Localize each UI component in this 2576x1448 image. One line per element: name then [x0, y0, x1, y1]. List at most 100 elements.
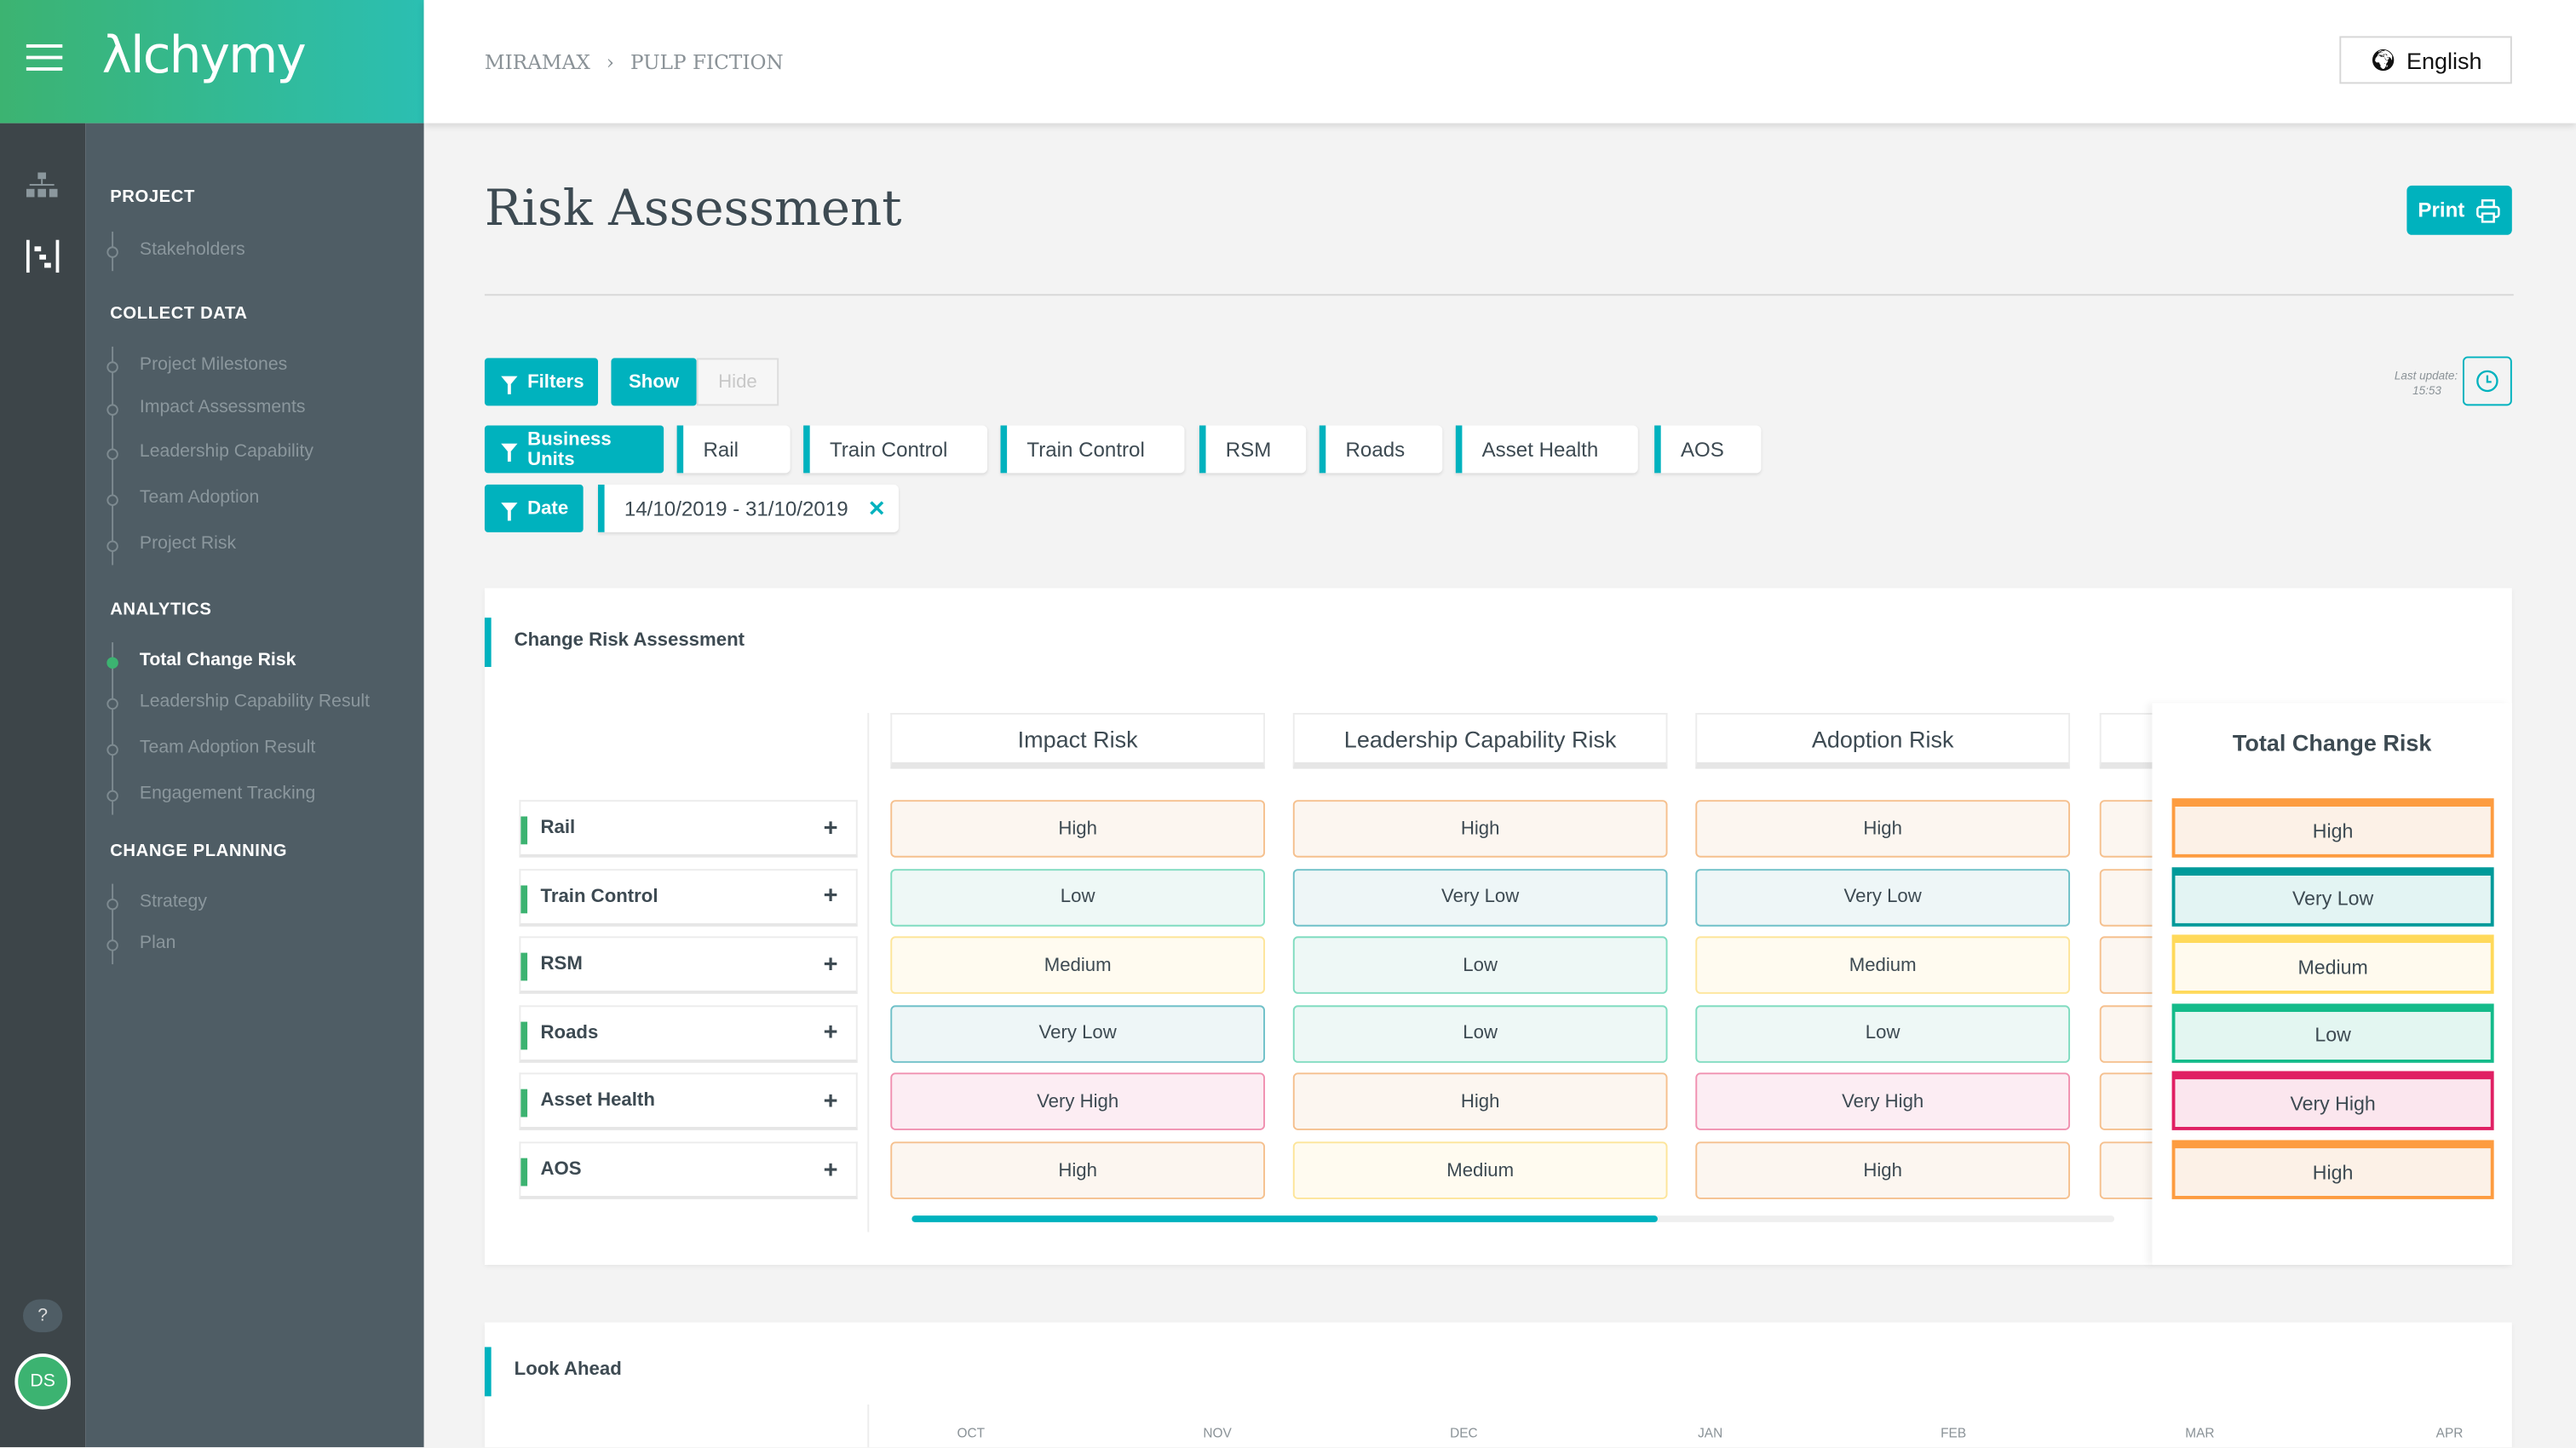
month-label: FEB: [1941, 1426, 1967, 1441]
user-avatar[interactable]: DS: [14, 1353, 71, 1410]
expand-plus-icon[interactable]: +: [823, 1019, 838, 1048]
row-label-roads[interactable]: Roads +: [519, 1004, 858, 1063]
timeline-dot-icon: [106, 790, 118, 802]
icon-rail: ? DS: [0, 123, 86, 1448]
row-label-rail[interactable]: Rail +: [519, 800, 858, 858]
sidebar-item-team-adoption[interactable]: Team Adoption: [139, 487, 260, 508]
divider: [484, 294, 2514, 296]
clock-icon: [2476, 370, 2498, 393]
sidebar-item-team-adoption-result[interactable]: Team Adoption Result: [139, 737, 316, 758]
printer-icon: [2476, 198, 2501, 222]
scrollbar-thumb[interactable]: [911, 1215, 1658, 1222]
business-unit-chip: Asset Health: [1455, 425, 1638, 474]
row-label-rsm[interactable]: RSM +: [519, 936, 858, 995]
timeline-dot-icon: [106, 939, 118, 951]
total-risk-cell: Medium: [2171, 934, 2494, 995]
date-range-value: 14/10/2019 - 31/10/2019: [624, 497, 848, 520]
row-name: Roads: [540, 1023, 599, 1043]
column-header: Adoption Risk: [1695, 713, 2071, 769]
business-unit-chip: Roads: [1319, 425, 1443, 474]
breadcrumb-miramax[interactable]: MIRAMAX: [484, 50, 590, 74]
org-chart-icon[interactable]: [26, 172, 58, 199]
timeline-dot-icon: [106, 657, 118, 669]
row-name: RSM: [540, 954, 583, 975]
expand-plus-icon[interactable]: +: [823, 813, 838, 842]
timeline-dot-icon: [106, 698, 118, 710]
remove-date-icon[interactable]: ✕: [867, 495, 886, 520]
risk-cell: High: [890, 1141, 1266, 1199]
show-toggle[interactable]: Show: [611, 358, 697, 406]
sidebar-item-stakeholders[interactable]: Stakeholders: [139, 239, 245, 260]
filter-icon: [501, 375, 518, 394]
business-unit-chip: RSM: [1199, 425, 1307, 474]
timeline-divider: [867, 1404, 870, 1448]
timeline-dot-icon: [106, 361, 118, 373]
risk-cell: Medium: [890, 936, 1266, 995]
card-accent-bar: [484, 1347, 492, 1397]
expand-plus-icon[interactable]: +: [823, 882, 838, 911]
expand-plus-icon[interactable]: +: [823, 1087, 838, 1116]
language-selector[interactable]: 🌍︎ English: [2339, 36, 2512, 84]
risk-cell: Very Low: [1292, 868, 1668, 926]
risk-cell: Low: [1695, 1004, 2071, 1063]
print-button[interactable]: Print: [2406, 185, 2512, 235]
sidebar-item-leadership-capability[interactable]: Leadership Capability: [139, 441, 313, 462]
month-label: MAR: [2185, 1426, 2215, 1441]
timeline-dot-icon: [106, 540, 118, 553]
look-ahead-title: Look Ahead: [514, 1359, 622, 1381]
row-name: Asset Health: [540, 1091, 655, 1112]
language-label: English: [2406, 46, 2482, 73]
row-name: AOS: [540, 1159, 582, 1180]
hamburger-menu-icon[interactable]: [26, 44, 63, 71]
risk-cell: Low: [1292, 1004, 1668, 1063]
alchymy-logo: λlchymy: [101, 26, 307, 86]
chevron-right-icon: ›: [606, 50, 615, 74]
sidebar-section-title: CHANGE PLANNING: [110, 841, 288, 861]
sidebar-item-engagement-tracking[interactable]: Engagement Tracking: [139, 783, 316, 804]
total-risk-cell: Very Low: [2171, 866, 2494, 926]
risk-cell: Medium: [1292, 1141, 1668, 1199]
expand-plus-icon[interactable]: +: [823, 951, 838, 979]
help-button[interactable]: ?: [23, 1299, 63, 1333]
total-risk-cell: High: [2171, 1140, 2494, 1199]
business-units-filter-button[interactable]: Business Units: [484, 425, 664, 474]
sidebar-item-strategy[interactable]: Strategy: [139, 892, 207, 912]
hide-toggle[interactable]: Hide: [696, 358, 779, 406]
date-filter-button[interactable]: Date: [484, 484, 584, 532]
row-label-train-control[interactable]: Train Control +: [519, 868, 858, 926]
sidebar-section-title: COLLECT DATA: [110, 303, 248, 324]
chip-label: Roads: [1345, 437, 1406, 461]
horizontal-scrollbar[interactable]: [911, 1215, 2115, 1222]
breadcrumb-pulp-fiction[interactable]: PULP FICTION: [630, 50, 784, 74]
risk-cell: Very Low: [1695, 868, 2071, 926]
sidebar-item-leadership-capability-result[interactable]: Leadership Capability Result: [139, 691, 370, 712]
risk-cell: Low: [1292, 936, 1668, 995]
sidebar-item-project-milestones[interactable]: Project Milestones: [139, 354, 288, 375]
refresh-clock-button[interactable]: [2462, 356, 2512, 406]
expand-plus-icon[interactable]: +: [823, 1155, 838, 1184]
row-name: Train Control: [540, 886, 658, 906]
risk-cell: Low: [890, 868, 1266, 926]
business-units-label: Business Units: [527, 429, 612, 469]
filter-icon: [501, 502, 518, 520]
month-label: APR: [2435, 1426, 2464, 1441]
filter-icon: [501, 442, 518, 461]
row-label-asset-health[interactable]: Asset Health +: [519, 1073, 858, 1131]
chip-label: Asset Health: [1481, 437, 1599, 461]
month-label: JAN: [1698, 1426, 1723, 1441]
sidebar-item-impact-assessments[interactable]: Impact Assessments: [139, 397, 306, 417]
sidebar-item-plan[interactable]: Plan: [139, 933, 176, 953]
timeline-dot-icon: [106, 246, 118, 258]
risk-cell: Very High: [1695, 1073, 2071, 1131]
risk-cell: High: [1292, 1073, 1668, 1131]
sidebar-nav: PROJECT Stakeholders COLLECT DATA Project M…: [85, 123, 424, 1448]
look-ahead-card: Look Ahead OCT NOV DEC JAN FEB MAR APR: [484, 1322, 2512, 1448]
filters-button[interactable]: Filters: [484, 358, 599, 406]
sidebar-item-project-risk[interactable]: Project Risk: [139, 533, 237, 554]
change-risk-assessment-card: Change Risk Assessment Impact Risk Leader…: [484, 588, 2512, 1266]
gantt-icon[interactable]: [26, 239, 60, 273]
risk-cell: High: [1695, 1141, 2071, 1199]
row-label-aos[interactable]: AOS +: [519, 1141, 858, 1199]
sidebar-item-total-change-risk[interactable]: Total Change Risk: [139, 650, 296, 670]
